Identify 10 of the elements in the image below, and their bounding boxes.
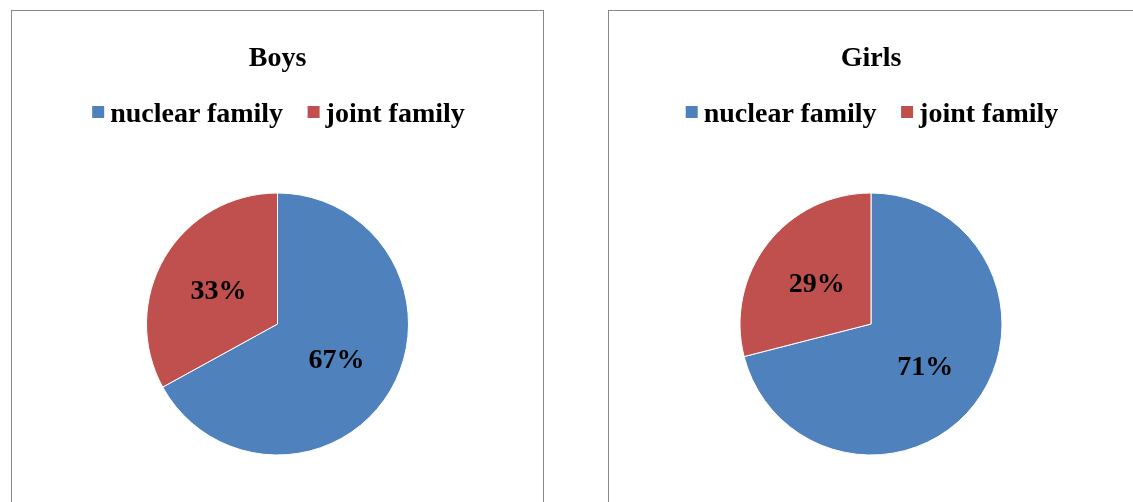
- legend-label: nuclear family: [110, 96, 284, 128]
- data-label: 71%: [897, 350, 954, 382]
- chart-title: Girls: [840, 40, 902, 72]
- legend-label: joint family: [918, 96, 1059, 128]
- chart-title: Boys: [248, 40, 307, 72]
- legend-label: nuclear family: [703, 96, 877, 128]
- data-label: 29%: [788, 266, 845, 298]
- data-label: 67%: [308, 343, 365, 375]
- data-label: 33%: [190, 273, 247, 305]
- legend-label: joint family: [324, 96, 465, 128]
